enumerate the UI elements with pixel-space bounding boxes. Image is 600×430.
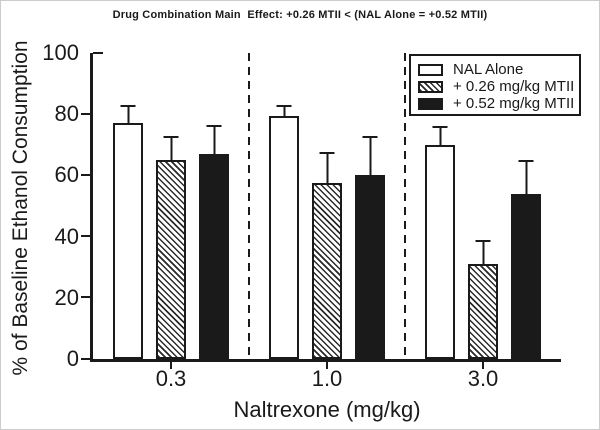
legend-row: + 0.52 mg/kg MTII [418, 95, 579, 112]
y-tick-label: 60 [54, 162, 79, 188]
legend-swatch-black [418, 97, 443, 110]
legend-row: NAL Alone [418, 61, 579, 78]
chart-title: Drug Combination Main Effect: +0.26 MTII… [112, 9, 488, 21]
error-bar [163, 135, 179, 161]
y-tick [81, 357, 90, 360]
x-tick [326, 362, 328, 369]
y-tick-label: 0 [66, 346, 79, 371]
y-tick [81, 173, 90, 176]
group-separator [404, 53, 406, 359]
legend-swatch-white [418, 63, 443, 76]
error-bar-stem [127, 105, 129, 124]
bar-black [199, 153, 229, 359]
bar-unit [113, 105, 143, 359]
legend-swatch-hatched [418, 80, 443, 93]
bar-group [249, 53, 405, 359]
x-axis-label: Naltrexone (mg/kg) [233, 397, 421, 422]
y-tick [93, 51, 103, 54]
legend-label: + 0.52 mg/kg MTII [453, 95, 575, 112]
x-tick-label: 1.0 [311, 366, 343, 391]
y-axis-label: % of Baseline Ethanol Consumption [9, 40, 32, 376]
bar-hatched [312, 183, 342, 359]
error-bar [319, 152, 335, 184]
bar-hatched [156, 160, 186, 359]
x-tick [170, 362, 172, 369]
bar-unit [425, 126, 455, 359]
error-bar-stem [525, 160, 527, 194]
bar-unit [355, 135, 385, 359]
bar-unit [312, 152, 342, 359]
bar-unit [269, 105, 299, 359]
bar-group [405, 53, 561, 359]
bar-white [425, 144, 455, 359]
error-bar [518, 160, 534, 194]
bar-white [269, 115, 299, 359]
y-tick-label: 40 [54, 223, 79, 249]
y-tick-label: 100 [42, 40, 79, 65]
error-bar [120, 105, 136, 124]
bar-white [113, 123, 143, 359]
error-bar-stem [326, 152, 328, 184]
y-tick-label: 20 [54, 284, 79, 310]
error-bar [276, 105, 292, 116]
x-tick-label: 3.0 [467, 366, 499, 391]
x-axis-line [90, 359, 561, 362]
bar-unit [511, 160, 541, 359]
error-bar [362, 135, 378, 176]
bar-black [511, 193, 541, 359]
error-bar-stem [439, 126, 441, 145]
legend-row: + 0.26 mg/kg MTII [418, 78, 579, 95]
bar-hatched [468, 264, 498, 359]
error-bar [432, 126, 448, 145]
bar-unit [156, 135, 186, 359]
y-tick [81, 296, 90, 299]
group-separator [248, 53, 250, 359]
plot-area [93, 53, 561, 359]
error-bar-stem [170, 135, 172, 161]
bar-unit [199, 124, 229, 359]
error-bar-stem [213, 124, 215, 154]
y-tick-label: 80 [54, 101, 79, 127]
error-bar-stem [369, 135, 371, 176]
y-tick [81, 235, 90, 238]
error-bar-stem [283, 105, 285, 116]
error-bar [475, 239, 491, 265]
error-bar [206, 124, 222, 154]
x-tick [482, 362, 484, 369]
bar-unit [468, 239, 498, 359]
error-bar-stem [482, 239, 484, 265]
bar-black [355, 175, 385, 359]
y-axis-line [90, 53, 93, 362]
y-tick [81, 112, 90, 115]
bar-group [93, 53, 249, 359]
legend: NAL Alone + 0.26 mg/kg MTII + 0.52 mg/kg M… [409, 54, 581, 116]
legend-label: NAL Alone [453, 61, 524, 78]
legend-label: + 0.26 mg/kg MTII [453, 78, 575, 95]
x-tick-label: 0.3 [155, 366, 187, 391]
